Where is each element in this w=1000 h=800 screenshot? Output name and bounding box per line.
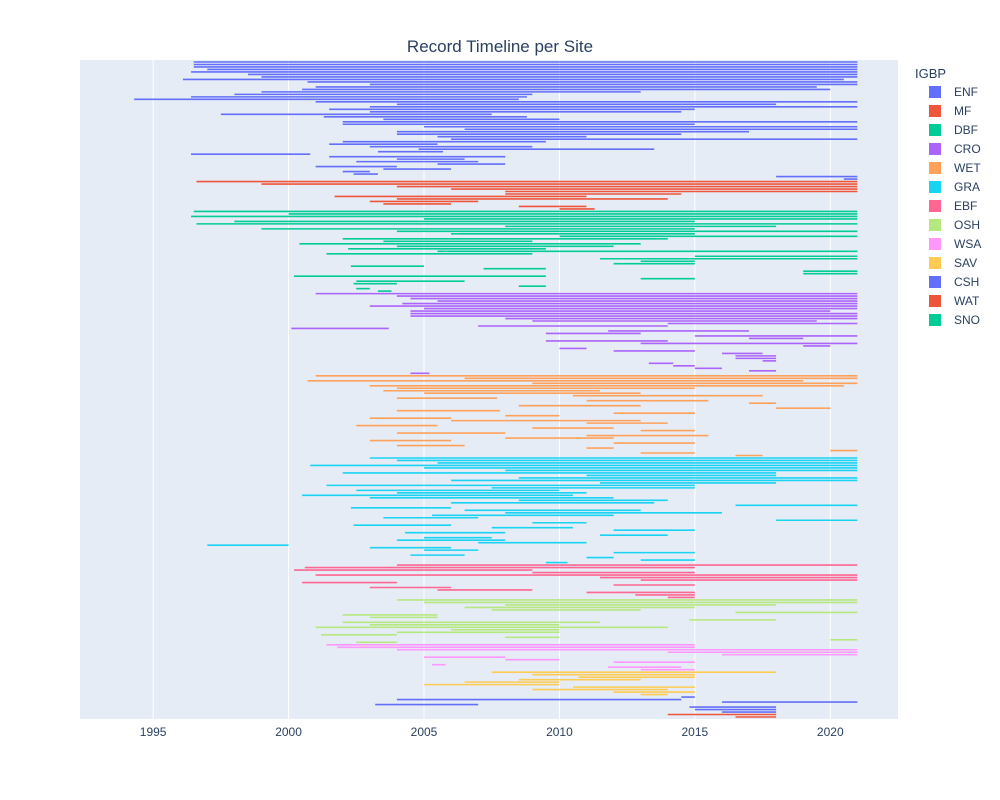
legend-swatch	[929, 200, 941, 212]
legend-item-wsa[interactable]: WSA	[929, 237, 981, 251]
x-tick-label: 2015	[682, 725, 709, 739]
legend-swatch	[929, 219, 941, 231]
legend-label: CSH	[954, 275, 979, 289]
legend-item-sav[interactable]: SAV	[929, 256, 977, 270]
legend-label: OSH	[954, 218, 980, 232]
legend-item-csh[interactable]: CSH	[929, 275, 979, 289]
legend-swatch	[929, 295, 941, 307]
legend-label: DBF	[954, 123, 978, 137]
legend[interactable]: IGBP ENF MF DBF CRO WET GRA EBF OSH WSA SAV CSH WAT…	[915, 66, 981, 327]
legend-swatch	[929, 124, 941, 136]
legend-swatch	[929, 86, 941, 98]
legend-swatch	[929, 314, 941, 326]
site-timeline-bars	[134, 61, 858, 718]
legend-label: EBF	[954, 199, 977, 213]
legend-swatch	[929, 276, 941, 288]
legend-label: ENF	[954, 85, 978, 99]
x-tick-label: 2005	[411, 725, 438, 739]
legend-item-mf[interactable]: MF	[929, 104, 971, 118]
legend-label: MF	[954, 104, 971, 118]
legend-item-enf[interactable]: ENF	[929, 85, 978, 99]
legend-swatch	[929, 238, 941, 250]
legend-item-wat[interactable]: WAT	[929, 294, 980, 308]
legend-item-dbf[interactable]: DBF	[929, 123, 978, 137]
legend-label: SNO	[954, 313, 980, 327]
legend-item-osh[interactable]: OSH	[929, 218, 980, 232]
legend-swatch	[929, 257, 941, 269]
legend-item-cro[interactable]: CRO	[929, 142, 981, 156]
chart-title: Record Timeline per Site	[407, 37, 593, 56]
legend-label: WSA	[954, 237, 981, 251]
legend-label: WAT	[954, 294, 980, 308]
legend-label: SAV	[954, 256, 977, 270]
legend-label: GRA	[954, 180, 980, 194]
legend-swatch	[929, 143, 941, 155]
x-tick-label: 2010	[546, 725, 573, 739]
legend-swatch	[929, 105, 941, 117]
legend-label: CRO	[954, 142, 981, 156]
legend-swatch	[929, 181, 941, 193]
legend-item-gra[interactable]: GRA	[929, 180, 980, 194]
x-tick-label: 2000	[275, 725, 302, 739]
x-tick-label: 1995	[140, 725, 167, 739]
legend-item-wet[interactable]: WET	[929, 161, 981, 175]
x-axis-ticks: 1995 2000 2005 2010 2015 2020	[140, 725, 844, 739]
legend-item-sno[interactable]: SNO	[929, 313, 980, 327]
legend-title: IGBP	[915, 66, 946, 81]
legend-item-ebf[interactable]: EBF	[929, 199, 977, 213]
plot-area	[80, 60, 898, 719]
x-tick-label: 2020	[817, 725, 844, 739]
legend-swatch	[929, 162, 941, 174]
legend-label: WET	[954, 161, 981, 175]
